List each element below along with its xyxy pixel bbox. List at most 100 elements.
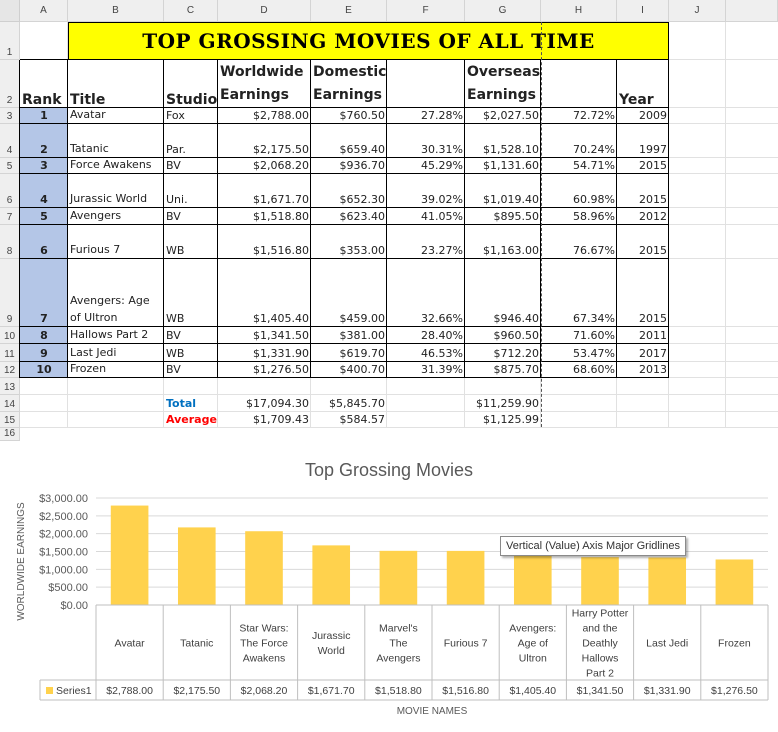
cell-year[interactable]: 2015 xyxy=(639,244,667,257)
cell-overseas[interactable]: $2,027.50 xyxy=(483,109,539,122)
cell-domestic-pct[interactable]: 30.31% xyxy=(421,143,463,156)
column-header-b[interactable]: B xyxy=(68,0,164,22)
cell-overseas-pct[interactable]: 54.71% xyxy=(573,159,615,172)
cell-domestic-pct[interactable]: 28.40% xyxy=(421,329,463,342)
total-overseas[interactable]: $11,259.90 xyxy=(476,397,539,410)
column-header-e[interactable]: E xyxy=(311,0,387,22)
cell-domestic[interactable]: $623.40 xyxy=(339,210,386,223)
column-header-h[interactable]: H xyxy=(541,0,617,22)
cell-overseas-pct[interactable]: 60.98% xyxy=(573,193,615,206)
column-header-f[interactable]: F xyxy=(387,0,465,22)
cell-studio[interactable]: BV xyxy=(166,159,181,172)
cell-title[interactable]: Harry Potter and the Deathly Hallows Par… xyxy=(70,328,149,341)
row-header-13[interactable]: 13 xyxy=(0,378,20,395)
cell-year[interactable]: 2015 xyxy=(639,159,667,172)
bar-4[interactable] xyxy=(312,545,351,605)
cell-domestic[interactable]: $400.70 xyxy=(339,363,386,376)
row-header-2[interactable]: 2 xyxy=(0,60,20,108)
bar-9[interactable] xyxy=(648,557,687,605)
cell-domestic-pct[interactable]: 27.28% xyxy=(421,109,463,122)
cell-overseas[interactable]: $946.40 xyxy=(493,312,540,325)
average-overseas[interactable]: $1,125.99 xyxy=(483,413,539,426)
chart-area[interactable]: Top Grossing Movies $0.00 $500.00 $1,000.00… xyxy=(0,448,778,732)
cell-domestic-pct[interactable]: 41.05% xyxy=(421,210,463,223)
row-header-8[interactable]: 8 xyxy=(0,225,20,259)
cell-overseas[interactable]: $712.20 xyxy=(493,347,540,360)
cell-studio[interactable]: Uni. xyxy=(166,193,188,206)
cell-overseas[interactable]: $1,131.60 xyxy=(483,159,539,172)
cell-worldwide[interactable]: $1,518.80 xyxy=(253,210,309,223)
cell-domestic-pct[interactable]: 23.27% xyxy=(421,244,463,257)
cell-year[interactable]: 2015 xyxy=(639,312,667,325)
bar-2[interactable] xyxy=(177,527,216,605)
cell-overseas-pct[interactable]: 67.34% xyxy=(573,312,615,325)
cell-overseas-pct[interactable]: 53.47% xyxy=(573,347,615,360)
cell-domestic[interactable]: $652.30 xyxy=(339,193,386,206)
bar-3[interactable] xyxy=(245,531,283,605)
cell-studio[interactable]: WB xyxy=(166,244,185,257)
row-header-14[interactable]: 14 xyxy=(0,395,20,412)
cell-worldwide[interactable]: $1,341.50 xyxy=(253,329,309,342)
row-header-16[interactable]: 16 xyxy=(0,428,20,441)
cell-worldwide[interactable]: $1,331.90 xyxy=(253,347,309,360)
row-header-7[interactable]: 7 xyxy=(0,208,20,225)
row-header-11[interactable]: 11 xyxy=(0,344,20,362)
cell-overseas[interactable]: $1,163.00 xyxy=(483,244,539,257)
cell-year[interactable]: 2015 xyxy=(639,193,667,206)
row-header-12[interactable]: 12 xyxy=(0,362,20,378)
cell-studio[interactable]: WB xyxy=(166,347,185,360)
cell-worldwide[interactable]: $2,068.20 xyxy=(253,159,309,172)
cell-studio[interactable]: BV xyxy=(166,210,181,223)
cell-domestic-pct[interactable]: 45.29% xyxy=(421,159,463,172)
cell-title[interactable]: Tatanic xyxy=(70,142,109,155)
cell-studio[interactable]: WB xyxy=(166,312,185,325)
cell-overseas-pct[interactable]: 76.67% xyxy=(573,244,615,257)
row-header-10[interactable]: 10 xyxy=(0,327,20,344)
cell-domestic-pct[interactable]: 31.39% xyxy=(421,363,463,376)
cell-worldwide[interactable]: $1,671.70 xyxy=(253,193,309,206)
bar-6[interactable] xyxy=(446,550,485,605)
cell-title[interactable]: Furious 7 xyxy=(70,243,121,256)
cell-worldwide[interactable]: $1,276.50 xyxy=(253,363,309,376)
cell-domestic[interactable]: $936.70 xyxy=(339,159,386,172)
cell-domestic[interactable]: $381.00 xyxy=(339,329,386,342)
cell-domestic[interactable]: $353.00 xyxy=(339,244,386,257)
cell-domestic[interactable]: $619.70 xyxy=(339,347,386,360)
cell-year[interactable]: 2009 xyxy=(639,109,667,122)
select-all-corner[interactable] xyxy=(0,0,20,22)
cell-worldwide[interactable]: $2,175.50 xyxy=(253,143,309,156)
cell-title[interactable]: Avatar xyxy=(70,108,106,121)
cell-title[interactable]: Jurassic World xyxy=(70,192,148,205)
cell-overseas[interactable]: $875.70 xyxy=(493,363,540,376)
bar-8[interactable] xyxy=(581,557,619,605)
column-header-j[interactable]: J xyxy=(669,0,726,22)
cell-overseas[interactable]: $1,528.10 xyxy=(483,143,539,156)
average-worldwide[interactable]: $1,709.43 xyxy=(253,413,309,426)
cell-domestic-pct[interactable]: 46.53% xyxy=(421,347,463,360)
bar-7[interactable] xyxy=(513,554,552,605)
cell-overseas[interactable]: $960.50 xyxy=(493,329,540,342)
cell-overseas-pct[interactable]: 70.24% xyxy=(573,143,615,156)
cell-year[interactable]: 2011 xyxy=(639,329,667,342)
cell-studio[interactable]: Fox xyxy=(166,109,185,122)
cell-domestic-pct[interactable]: 39.02% xyxy=(421,193,463,206)
cell-worldwide[interactable]: $1,405.40 xyxy=(253,312,309,325)
bar-1[interactable] xyxy=(110,505,149,605)
cell-overseas-pct[interactable]: 68.60% xyxy=(573,363,615,376)
average-domestic[interactable]: $584.57 xyxy=(339,413,386,426)
cell-title[interactable]: Star Wars: The Force Awakens xyxy=(70,158,152,171)
row-header-5[interactable]: 5 xyxy=(0,158,20,174)
column-header-i[interactable]: I xyxy=(617,0,669,22)
cell-overseas[interactable]: $895.50 xyxy=(493,210,540,223)
cell-domestic-pct[interactable]: 32.66% xyxy=(421,312,463,325)
cell-domestic[interactable]: $459.00 xyxy=(339,312,386,325)
cell-worldwide[interactable]: $1,516.80 xyxy=(253,244,309,257)
cell-overseas-pct[interactable]: 72.72% xyxy=(573,109,615,122)
cell-domestic[interactable]: $659.40 xyxy=(339,143,386,156)
cell-domestic[interactable]: $760.50 xyxy=(339,109,386,122)
cell-title[interactable]: Last Jedi xyxy=(70,346,117,359)
cell-title[interactable]: Avengers: Age of Ultron xyxy=(70,294,150,324)
total-worldwide[interactable]: $17,094.30 xyxy=(246,397,309,410)
cell-studio[interactable]: BV xyxy=(166,329,181,342)
cell-studio[interactable]: BV xyxy=(166,363,181,376)
